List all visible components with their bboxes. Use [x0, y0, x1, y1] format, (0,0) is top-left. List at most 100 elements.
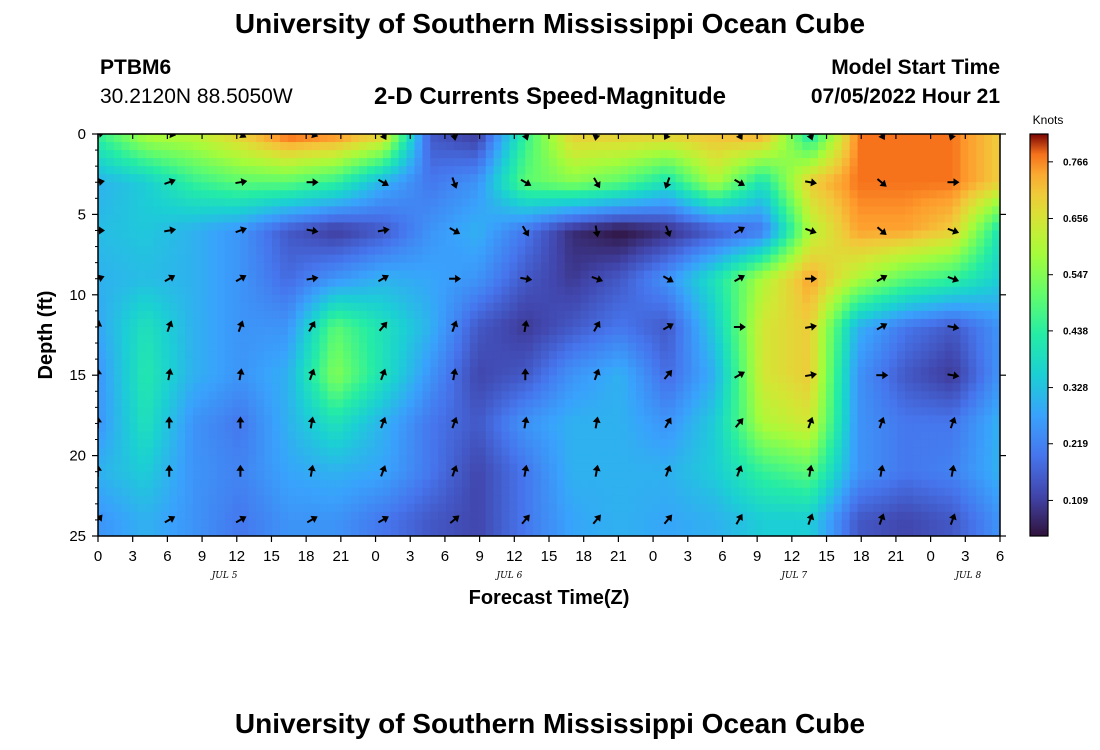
heatmap-cell — [549, 262, 558, 272]
heatmap-cell — [137, 375, 147, 384]
heatmap-cell — [636, 214, 645, 224]
heatmap-cell — [825, 182, 835, 191]
heatmap-cell — [572, 439, 582, 449]
heatmap-cell — [699, 294, 708, 304]
heatmap-cell — [232, 278, 242, 288]
heatmap-cell — [509, 294, 518, 304]
heatmap-cell — [723, 238, 732, 248]
heatmap-cell — [738, 142, 748, 151]
heatmap-cell — [928, 335, 938, 344]
heatmap-cell — [319, 359, 329, 368]
heatmap-cell — [359, 383, 368, 392]
heatmap-cell — [723, 262, 732, 272]
heatmap-cell — [319, 343, 329, 352]
heatmap-cell — [746, 359, 756, 368]
heatmap-cell — [517, 238, 526, 248]
heatmap-cell — [936, 230, 946, 240]
heatmap-cell — [952, 326, 962, 336]
heatmap-cell — [177, 359, 186, 368]
heatmap-cell — [501, 230, 511, 240]
heatmap-cell — [723, 166, 732, 175]
heatmap-cell — [461, 415, 471, 425]
heatmap-cell — [477, 254, 487, 264]
heatmap-cell — [525, 254, 534, 264]
heatmap-cell — [825, 230, 835, 240]
heatmap-cell — [596, 310, 605, 320]
heatmap-cell — [374, 222, 384, 232]
heatmap-cell — [224, 447, 234, 457]
heatmap-cell — [295, 158, 305, 167]
heatmap-cell — [129, 230, 139, 240]
heatmap-cell — [738, 246, 748, 256]
heatmap-cell — [612, 238, 621, 248]
heatmap-cell — [501, 270, 511, 280]
heatmap-cell — [572, 222, 582, 232]
heatmap-cell — [984, 463, 993, 473]
heatmap-cell — [960, 142, 969, 151]
heatmap-cell — [762, 375, 772, 384]
heatmap-cell — [493, 447, 503, 457]
heatmap-cell — [620, 439, 629, 449]
heatmap-cell — [715, 174, 724, 183]
heatmap-cell — [833, 439, 843, 449]
heatmap-cell — [422, 367, 431, 376]
heatmap-cell — [105, 367, 115, 376]
heatmap-cell — [849, 318, 859, 328]
heatmap-cell — [438, 238, 447, 248]
heatmap-cell — [691, 150, 700, 159]
heatmap-cell — [920, 150, 930, 159]
heatmap-cell — [272, 302, 281, 312]
heatmap-cell — [936, 198, 946, 207]
heatmap-cell — [881, 278, 890, 288]
heatmap-cell — [390, 359, 400, 368]
heatmap-cell — [865, 142, 874, 151]
heatmap-cell — [398, 383, 408, 392]
heatmap-cell — [928, 455, 938, 465]
heatmap-cell — [414, 302, 423, 312]
heatmap-cell — [311, 254, 321, 264]
heatmap-cell — [216, 246, 226, 256]
heatmap-cell — [865, 407, 874, 416]
heatmap-cell — [564, 335, 574, 344]
heatmap-cell — [786, 278, 795, 288]
heatmap-cell — [493, 294, 503, 304]
heatmap-cell — [303, 134, 313, 143]
heatmap-cell — [525, 134, 534, 143]
heatmap-cell — [881, 399, 890, 408]
heatmap-cell — [960, 383, 969, 392]
heatmap-cell — [145, 246, 154, 256]
heatmap-cell — [960, 198, 969, 207]
heatmap-cell — [952, 423, 962, 433]
heatmap-cell — [461, 270, 471, 280]
heatmap-cell — [976, 302, 985, 312]
heatmap-cell — [984, 142, 993, 151]
heatmap-cell — [604, 158, 613, 167]
heatmap-cell — [580, 190, 590, 199]
heatmap-cell — [620, 391, 629, 400]
heatmap-cell — [873, 190, 882, 199]
heatmap-cell — [541, 246, 550, 256]
heatmap-cell — [469, 463, 479, 473]
heatmap-cell — [746, 399, 756, 408]
heatmap-cell — [438, 190, 447, 199]
heatmap-cell — [224, 278, 234, 288]
heatmap-cell — [802, 214, 811, 224]
heatmap-cell — [754, 431, 764, 441]
heatmap-cell — [691, 343, 700, 352]
heatmap-cell — [833, 326, 843, 336]
heatmap-cell — [477, 447, 487, 457]
heatmap-cell — [129, 318, 139, 328]
heatmap-cell — [912, 286, 922, 296]
heatmap-cell — [746, 214, 756, 224]
heatmap-cell — [912, 343, 922, 352]
heatmap-cell — [279, 238, 289, 248]
heatmap-cell — [98, 367, 107, 376]
heatmap-cell — [129, 383, 139, 392]
heatmap-cell — [841, 415, 851, 425]
heatmap-cell — [873, 359, 882, 368]
heatmap-cell — [192, 222, 202, 232]
heatmap-cell — [818, 166, 827, 175]
heatmap-cell — [596, 407, 605, 416]
heatmap-cell — [549, 278, 558, 288]
heatmap-cell — [873, 166, 882, 175]
